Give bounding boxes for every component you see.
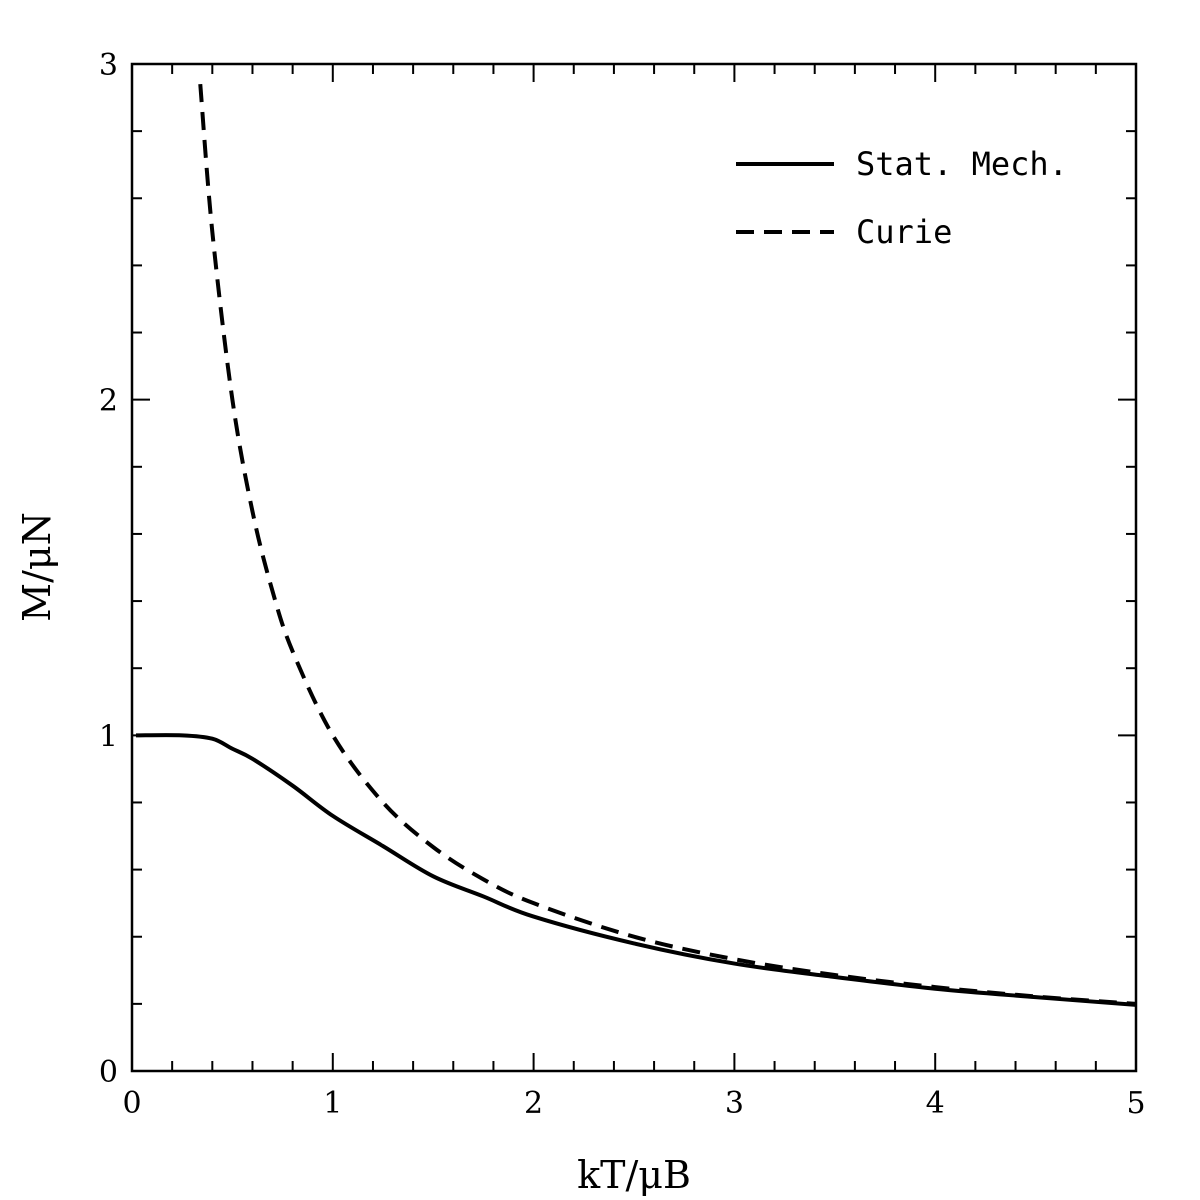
y-axis-label: M/μN bbox=[15, 512, 59, 622]
minor-ticks bbox=[131, 63, 1137, 1072]
stat-mech-line bbox=[136, 733, 1137, 1007]
legend-label: Curie bbox=[856, 213, 952, 251]
y-tick-label: 0 bbox=[99, 1055, 118, 1090]
x-tick-label: 3 bbox=[725, 1086, 744, 1121]
x-tick-label: 5 bbox=[1126, 1086, 1145, 1121]
tick-labels: 0 1 2 3 4 5 0 1 2 3 bbox=[99, 48, 1146, 1121]
y-tick-label: 1 bbox=[99, 719, 118, 754]
y-tick-label: 3 bbox=[99, 48, 118, 83]
x-tick-label: 2 bbox=[524, 1086, 543, 1121]
legend: Stat. Mech. Curie bbox=[736, 145, 1068, 251]
curie-line bbox=[198, 83, 1137, 1006]
legend-label: Stat. Mech. bbox=[856, 145, 1068, 183]
x-tick-label: 1 bbox=[323, 1086, 342, 1121]
series-lines bbox=[136, 83, 1137, 1007]
x-axis-label: kT/μB bbox=[577, 1153, 691, 1197]
x-tick-label: 4 bbox=[926, 1086, 945, 1121]
x-tick-label: 0 bbox=[122, 1086, 141, 1121]
plot-frame bbox=[130, 62, 1138, 1073]
y-tick-label: 2 bbox=[99, 384, 118, 419]
